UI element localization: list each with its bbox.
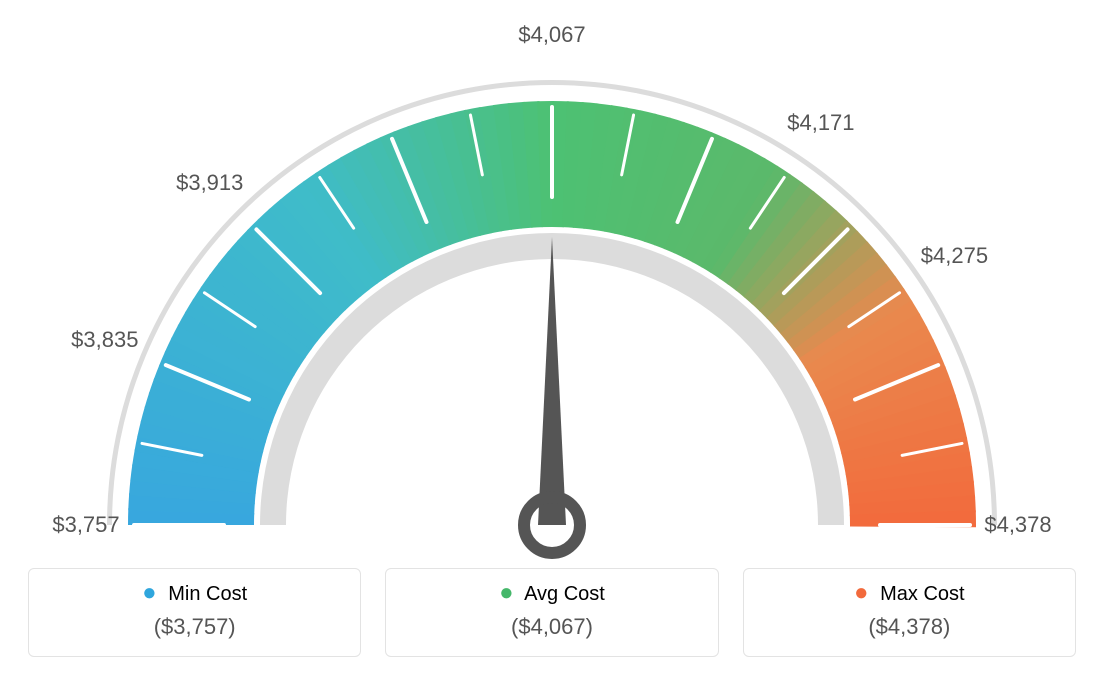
- avg-cost-label: Avg Cost: [524, 583, 605, 605]
- avg-cost-card: ● Avg Cost ($4,067): [385, 568, 718, 657]
- cost-gauge: $3,757 $3,835 $3,913 $4,067 $4,171 $4,275 $4,3…: [0, 0, 1104, 560]
- gauge-tick-label: $4,171: [787, 110, 854, 136]
- min-cost-card: ● Min Cost ($3,757): [28, 568, 361, 657]
- max-cost-title: ● Max Cost: [754, 583, 1065, 606]
- gauge-tick-label: $3,757: [52, 512, 119, 538]
- min-cost-value: ($3,757): [39, 614, 350, 640]
- avg-cost-title: ● Avg Cost: [396, 583, 707, 606]
- min-cost-title: ● Min Cost: [39, 583, 350, 606]
- max-cost-value: ($4,378): [754, 614, 1065, 640]
- gauge-tick-label: $4,067: [518, 22, 585, 48]
- avg-cost-value: ($4,067): [396, 614, 707, 640]
- gauge-svg: [0, 0, 1104, 560]
- gauge-tick-label: $4,378: [984, 512, 1051, 538]
- legend-row: ● Min Cost ($3,757) ● Avg Cost ($4,067) …: [0, 568, 1104, 657]
- max-cost-label: Max Cost: [880, 583, 964, 605]
- gauge-tick-label: $4,275: [921, 243, 988, 269]
- max-cost-card: ● Max Cost ($4,378): [743, 568, 1076, 657]
- gauge-tick-label: $3,913: [176, 170, 243, 196]
- gauge-tick-label: $3,835: [71, 327, 138, 353]
- min-cost-label: Min Cost: [168, 583, 247, 605]
